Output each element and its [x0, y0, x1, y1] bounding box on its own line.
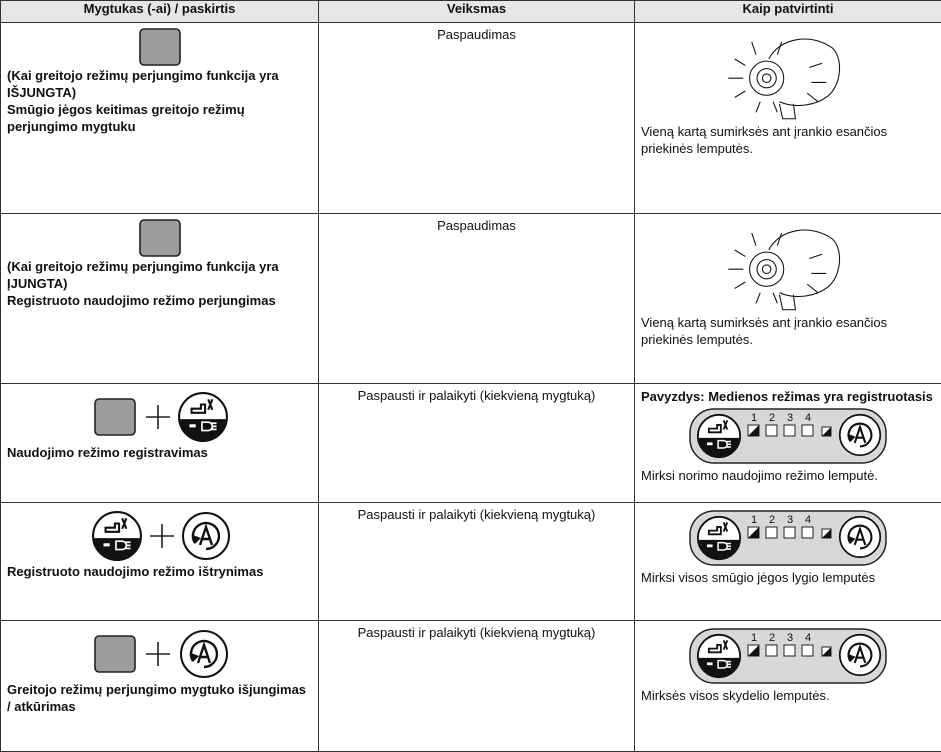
tool-illustration	[713, 218, 863, 314]
action: Paspausti ir palaikyti (kiekvieną mygtuk…	[319, 503, 634, 522]
row: Greitojo režimų perjungimo mygtuko išjun…	[1, 621, 941, 752]
header-cell: Veiksmas	[319, 1, 635, 23]
panel-number: 3	[787, 632, 793, 644]
label: Smūgio jėgos keitimas greitojo režimų pe…	[7, 101, 312, 135]
panel-number: 4	[805, 632, 811, 644]
header-cell: Mygtukas (-ai) / paskirtis	[1, 1, 319, 23]
label: Greitojo režimų perjungimo mygtuko išjun…	[7, 681, 312, 715]
action: Paspausti ir palaikyti (kiekvieną mygtuk…	[319, 384, 634, 403]
panel-number: 1	[751, 632, 757, 644]
button-icon	[138, 27, 182, 67]
button-combo	[85, 625, 235, 681]
note: Pavyzdys: Medienos režimas yra registruo…	[641, 388, 935, 405]
result: Vieną kartą sumirksės ant įrankio esanči…	[641, 123, 935, 161]
panel-number: 2	[769, 514, 775, 526]
action: Paspausti ir palaikyti (kiekvieną mygtuk…	[319, 621, 634, 640]
button-icon	[138, 218, 182, 258]
label: Registruoto naudojimo režimo ištrynimas	[7, 563, 312, 580]
panel-number: 1	[751, 514, 757, 526]
panel-number: 2	[769, 632, 775, 644]
tool-illustration	[713, 27, 863, 123]
button-combo	[85, 507, 235, 563]
panel-number: 3	[787, 514, 793, 526]
result: Mirksi visos smūgio jėgos lygio lemputės	[641, 569, 935, 590]
result: Mirksės visos skydelio lemputės.	[641, 687, 935, 708]
label: (Kai greitojo režimų perjungimo funkcija…	[7, 67, 312, 101]
label: (Kai greitojo režimų perjungimo funkcija…	[7, 258, 312, 292]
panel-number: 2	[769, 412, 775, 424]
result: Mirksi norimo naudojimo režimo lemputė.	[641, 467, 935, 488]
row: Naudojimo režimo registravimas Paspausti…	[1, 384, 941, 503]
row: (Kai greitojo režimų perjungimo funkcija…	[1, 214, 941, 384]
action: Paspaudimas	[319, 23, 634, 42]
row: Registruoto naudojimo režimo ištrynimas …	[1, 503, 941, 621]
panel-number: 4	[805, 412, 811, 424]
label: Naudojimo režimo registravimas	[7, 444, 312, 461]
panel-number: 4	[805, 514, 811, 526]
result: Vieną kartą sumirksės ant įrankio esanči…	[641, 314, 935, 352]
panel-number: 1	[751, 412, 757, 424]
action: Paspaudimas	[319, 214, 634, 233]
header-cell: Kaip patvirtinti	[635, 1, 941, 23]
panel-number: 3	[787, 412, 793, 424]
row: (Kai greitojo režimų perjungimo funkcija…	[1, 23, 941, 214]
label: Registruoto naudojimo režimo perjungimas	[7, 292, 312, 309]
button-combo	[85, 388, 235, 444]
header-row: Mygtukas (-ai) / paskirtis Veiksmas Kaip…	[1, 1, 941, 23]
